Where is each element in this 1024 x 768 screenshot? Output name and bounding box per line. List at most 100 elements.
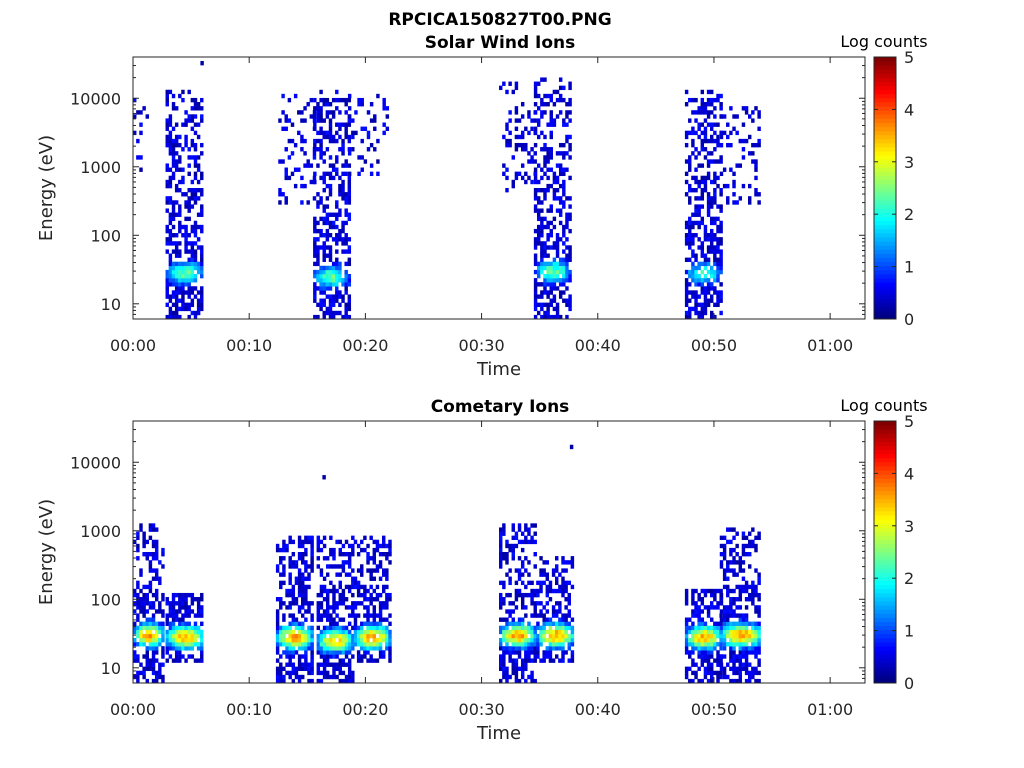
heatmap-cell (200, 151, 204, 156)
heatmap-cell (735, 613, 739, 618)
heatmap-cell (178, 633, 182, 639)
heatmap-cell (193, 625, 198, 631)
heatmap-cell (187, 249, 191, 254)
heatmap-cell (193, 633, 198, 639)
heatmap-cell (540, 77, 544, 82)
heatmap-cell (545, 621, 550, 626)
colorbar-step (874, 147, 896, 152)
heatmap-cell (741, 646, 746, 651)
heatmap-cell (564, 560, 568, 565)
heatmap-cell (351, 637, 355, 643)
heatmap-cell (565, 151, 569, 156)
colorbar-step (874, 453, 896, 459)
heatmap-cell (351, 576, 355, 581)
heatmap-cell (158, 621, 162, 626)
heatmap-cell (316, 662, 321, 667)
heatmap-cell (552, 265, 557, 271)
heatmap-cell (338, 278, 342, 283)
heatmap-cell (316, 278, 320, 283)
heatmap-cell (697, 273, 701, 279)
heatmap-cell (316, 605, 321, 610)
heatmap-cell (301, 543, 305, 549)
heatmap-cell (732, 588, 736, 594)
heatmap-cell (344, 273, 348, 279)
heatmap-cell (533, 605, 537, 610)
heatmap-cell (356, 580, 361, 586)
heatmap-cell (344, 102, 348, 107)
x-tick-label: 00:10 (226, 336, 272, 355)
heatmap-cell (328, 302, 333, 308)
heatmap-cell (196, 658, 201, 663)
heatmap-cell (171, 216, 176, 222)
heatmap-cell (540, 249, 544, 254)
heatmap-cell (300, 118, 304, 123)
heatmap-cell (168, 629, 173, 635)
heatmap-cell (351, 584, 355, 590)
heatmap-cell (703, 625, 708, 631)
heatmap-cell (341, 662, 346, 667)
heatmap-cell (757, 192, 761, 197)
heatmap-cell (691, 637, 695, 643)
heatmap-cell (193, 228, 198, 234)
heatmap-cell (301, 539, 305, 545)
heatmap-cell (184, 658, 188, 663)
heatmap-cell (316, 237, 320, 242)
heatmap-cell (732, 666, 736, 672)
heatmap-cell (353, 621, 358, 626)
heatmap-cell (372, 642, 377, 647)
heatmap-cell (310, 646, 314, 651)
heatmap-cell (325, 130, 330, 136)
heatmap-cell (291, 613, 296, 618)
heatmap-cell (520, 564, 525, 569)
heatmap-cell (335, 572, 339, 577)
colorbar-tick-label: 4 (904, 100, 914, 119)
heatmap-cell (187, 609, 191, 614)
heatmap-cell (555, 588, 559, 594)
heatmap-cell (288, 535, 292, 541)
heatmap-cell (546, 220, 550, 226)
heatmap-cell (511, 183, 515, 189)
heatmap-cell (548, 629, 553, 635)
heatmap-cell (700, 253, 705, 258)
heatmap-cell (325, 670, 330, 676)
heatmap-cell (562, 233, 566, 238)
heatmap-cell (133, 539, 137, 545)
heatmap-cell (564, 605, 568, 610)
heatmap-cell (757, 110, 761, 115)
heatmap-cell (703, 106, 708, 111)
heatmap-cell (549, 93, 553, 99)
heatmap-cell (691, 609, 695, 614)
heatmap-cell (200, 224, 204, 230)
heatmap-cell (297, 592, 302, 598)
heatmap-cell (691, 601, 695, 606)
heatmap-cell (565, 286, 569, 291)
heatmap-cell (171, 633, 176, 639)
heatmap-cell (741, 183, 746, 189)
heatmap-cell (190, 310, 195, 316)
heatmap-cell (338, 310, 342, 316)
heatmap-cell (703, 646, 708, 651)
heatmap-cell (353, 613, 358, 618)
heatmap-cell (524, 637, 528, 643)
heatmap-cell (754, 625, 758, 631)
colorbar-step (874, 662, 896, 668)
heatmap-cell (353, 584, 358, 590)
heatmap-cell (703, 298, 708, 303)
colorbar-step (874, 306, 896, 312)
heatmap-cell (158, 605, 162, 610)
heatmap-cell (713, 621, 717, 626)
heatmap-cell (565, 265, 569, 271)
heatmap-cell (545, 576, 550, 581)
heatmap-cell (187, 155, 191, 160)
heatmap-cell (565, 273, 569, 279)
heatmap-cell (517, 527, 522, 532)
heatmap-cell (741, 543, 746, 549)
heatmap-cell (341, 670, 346, 676)
heatmap-cell (344, 269, 348, 275)
heatmap-cell (275, 650, 280, 655)
heatmap-cell (168, 605, 173, 610)
colorbar-frame (873, 56, 897, 320)
heatmap-cell (514, 592, 519, 598)
heatmap-cell (741, 642, 746, 647)
heatmap-cell (139, 572, 143, 577)
